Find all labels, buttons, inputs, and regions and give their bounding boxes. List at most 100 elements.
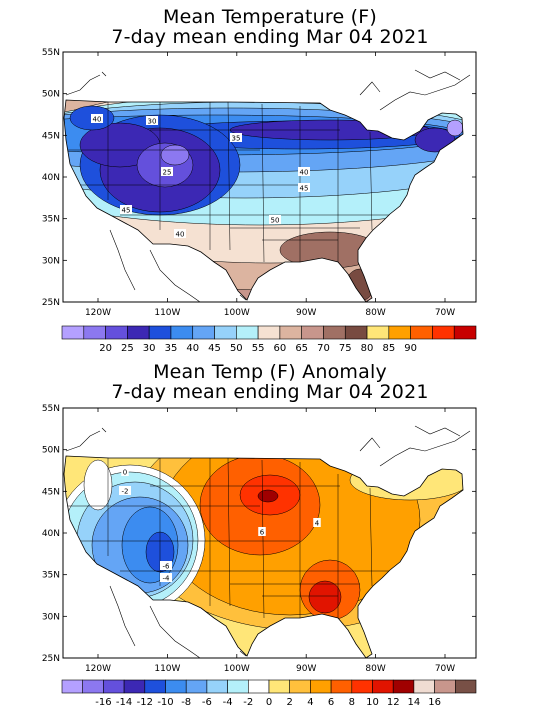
coastline	[101, 427, 107, 433]
lon-label: 100W	[224, 308, 250, 318]
colorbar-swatch	[310, 679, 332, 694]
lat-label: 50N	[42, 446, 60, 456]
colorbar-swatch	[453, 325, 477, 340]
lat-label: 35N	[42, 215, 60, 225]
colorbar-label: 25	[121, 343, 134, 354]
colorbar-swatch	[372, 679, 394, 694]
anomaly-title-line2: 7-day mean ending Mar 04 2021	[111, 381, 429, 403]
colorbar-label: -12	[137, 697, 153, 708]
colorbar-label: 55	[252, 343, 265, 354]
temp-title-line2: 7-day mean ending Mar 04 2021	[111, 26, 429, 48]
lat-label: 40N	[42, 173, 60, 183]
colorbar-label: 6	[328, 697, 334, 708]
contour-label: 50	[271, 217, 280, 225]
contour-band	[446, 119, 463, 137]
colorbar-label: 60	[274, 343, 287, 354]
colorbar-swatch	[236, 325, 259, 340]
contour-label: -4	[163, 575, 171, 583]
colorbar-swatch	[165, 679, 187, 694]
state-borders	[64, 101, 400, 263]
coastline	[379, 74, 471, 111]
colorbar-label: 30	[143, 343, 156, 354]
colorbar-label: -14	[116, 697, 132, 708]
contour-label-bg	[298, 167, 310, 176]
contour-label: 40	[300, 169, 309, 177]
colorbar-label: 80	[361, 343, 374, 354]
contour-label-bg	[313, 518, 321, 527]
lon-label: 120W	[85, 308, 111, 318]
colorbar-label: -2	[243, 697, 253, 708]
coastline	[359, 437, 381, 452]
contour-label-bg	[258, 527, 266, 536]
temp-title-line1: Mean Temperature (F)	[163, 6, 377, 28]
contour-label-bg	[120, 205, 132, 214]
colorbar-label: 90	[404, 343, 417, 354]
state-border	[261, 103, 265, 263]
contour-band	[308, 580, 342, 614]
state-border	[227, 101, 231, 251]
contour-label: 0	[123, 469, 127, 477]
colorbar-swatch	[192, 325, 215, 340]
contour-label: -6	[163, 563, 171, 571]
colorbar-swatch	[227, 679, 249, 694]
contour-band	[160, 144, 190, 166]
state-border	[369, 487, 373, 587]
colorbar-swatch	[83, 325, 106, 340]
coastline	[359, 81, 381, 96]
lon-label: 70W	[435, 308, 455, 318]
colorbar-swatch	[392, 679, 415, 694]
lon-label: 110W	[154, 308, 180, 318]
lat-label: 55N	[42, 48, 60, 58]
colorbar-swatch	[268, 679, 291, 694]
colorbar-label: 4	[307, 697, 313, 708]
lat-label: 30N	[42, 612, 60, 622]
colorbar-swatch	[289, 679, 311, 694]
lon-label: 120W	[85, 664, 111, 674]
contour-label-bg	[121, 467, 129, 476]
contour-label: 40	[93, 116, 102, 124]
lat-label: 50N	[42, 90, 60, 100]
colorbar-label: 8	[349, 697, 355, 708]
contour-label: 25	[163, 169, 172, 177]
colorbar-label: 2	[287, 697, 293, 708]
colorbar-swatch	[330, 679, 353, 694]
colorbar-swatch	[366, 325, 390, 340]
colorbar-label: 50	[230, 343, 243, 354]
coastline	[379, 430, 471, 467]
contour-label-bg	[174, 229, 186, 238]
contour-label-bg	[230, 133, 242, 142]
colorbar-swatch	[248, 679, 270, 694]
colorbar-label: -8	[181, 697, 191, 708]
contour-label-bg	[119, 486, 131, 495]
colorbar-label: -10	[157, 697, 173, 708]
colorbar-swatch	[123, 679, 146, 694]
lon-label: 100W	[224, 664, 250, 674]
contour-label-bg	[298, 183, 310, 192]
lat-label: 45N	[42, 131, 60, 141]
contour-label: 4	[315, 520, 320, 528]
coastline	[149, 249, 201, 303]
coastline	[239, 294, 247, 301]
state-border	[369, 131, 373, 231]
lat-label: 40N	[42, 529, 60, 539]
colorbar-label: 75	[339, 343, 352, 354]
colorbar-swatch	[148, 325, 172, 340]
colorbar-label: -16	[95, 697, 111, 708]
contour-label: 30	[148, 118, 157, 126]
anomaly-title-line1: Mean Temp (F) Anomaly	[153, 361, 387, 383]
colorbar-swatch	[432, 325, 455, 340]
state-border	[227, 457, 231, 607]
colorbar-label: 14	[408, 697, 421, 708]
colorbar-swatch	[185, 679, 208, 694]
colorbar-swatch	[388, 325, 411, 340]
colorbar-swatch	[170, 325, 194, 340]
coastline	[109, 585, 136, 647]
colorbar-swatch	[206, 679, 228, 694]
contour-label-bg	[146, 116, 158, 125]
temperature-colorbar: 20 25 30 35 40 45 50 55 60 65 70 75 80 85 90	[61, 325, 477, 354]
colorbar-label: 10	[366, 697, 379, 708]
colorbar-swatch	[279, 325, 302, 340]
lat-label: 45N	[42, 487, 60, 497]
